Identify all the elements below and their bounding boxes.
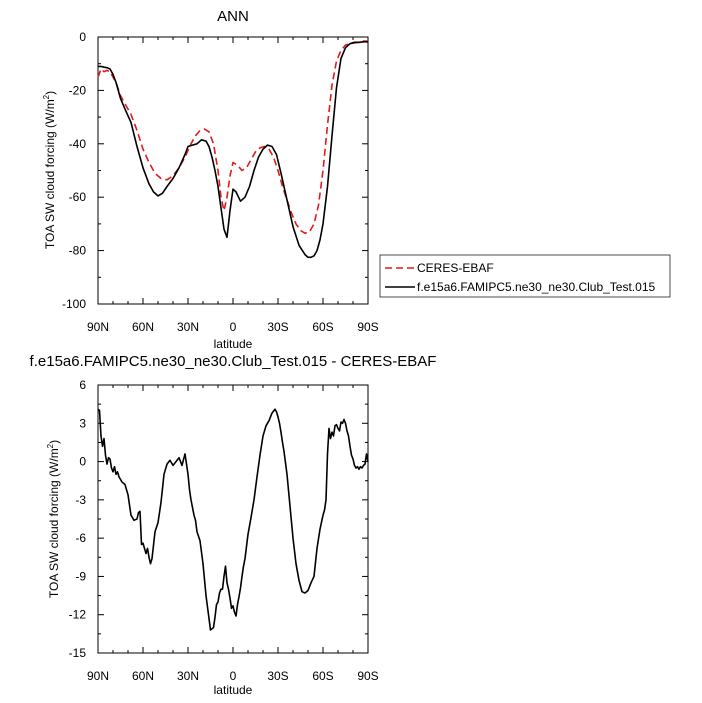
bottom-y-tick-label: -9 (75, 569, 86, 583)
bottom-y-tick-label: -15 (69, 646, 87, 660)
bottom-x-tick-label: 30S (267, 669, 288, 683)
top-x-tick-label: 30N (177, 320, 199, 334)
bottom-chart-title: f.e15a6.FAMIPC5.ne30_ne30.Club_Test.015 … (30, 353, 437, 370)
legend-label-ceres: CERES-EBAF (417, 261, 494, 275)
top-y-tick-label: 0 (79, 30, 86, 44)
top-x-tick-label: 0 (230, 320, 237, 334)
bottom-x-tick-label: 60S (312, 669, 333, 683)
top-y-tick-label: -100 (62, 297, 86, 311)
top-series-line-1 (98, 42, 368, 257)
top-y-tick-label: -20 (69, 83, 87, 97)
bottom-y-tick-label: -6 (75, 531, 86, 545)
top-y-tick-label: -60 (69, 190, 87, 204)
bottom-x-tick-label: 60N (132, 669, 154, 683)
top-x-tick-label: 60N (132, 320, 154, 334)
bottom-series (98, 409, 368, 630)
bottom-y-axis: 6 3 0 -3 -6 -9 -12 -15 (69, 378, 368, 660)
bottom-x-tick-label: 90S (357, 669, 378, 683)
bottom-y-tick-label: 6 (79, 378, 86, 392)
top-x-tick-label: 90S (357, 320, 378, 334)
top-series (98, 41, 368, 257)
top-x-tick-label: 90N (87, 320, 109, 334)
bottom-y-tick-label: 0 (79, 455, 86, 469)
legend-label-model: f.e15a6.FAMIPC5.ne30_ne30.Club_Test.015 (417, 280, 655, 294)
top-x-tick-label: 60S (312, 320, 333, 334)
bottom-y-tick-label: -12 (69, 608, 87, 622)
top-series-line-0 (98, 41, 368, 233)
legend: CERES-EBAF f.e15a6.FAMIPC5.ne30_ne30.Clu… (380, 255, 670, 297)
top-x-tick-label: 30S (267, 320, 288, 334)
top-y-axis-label: TOA SW cloud forcing (W/m2) (42, 91, 57, 249)
bottom-y-tick-label: 3 (79, 416, 86, 430)
top-x-axis-label: latitude (214, 337, 253, 351)
top-chart-title: ANN (217, 8, 249, 25)
bottom-x-tick-label: 90N (87, 669, 109, 683)
top-x-axis: 90N 60N 30N 0 30S 60S 90S (87, 37, 379, 334)
bottom-series-line-0 (98, 409, 368, 630)
bottom-y-tick-label: -3 (75, 493, 86, 507)
top-y-tick-label: -40 (69, 137, 87, 151)
bottom-plot-frame (98, 385, 368, 653)
bottom-x-tick-label: 0 (230, 669, 237, 683)
top-y-tick-label: -80 (69, 244, 87, 258)
bottom-panel: f.e15a6.FAMIPC5.ne30_ne30.Club_Test.015 … (30, 353, 437, 697)
top-panel: ANN 0-20-40-60-80-100 90N 60N 30N 0 30S 60S 90… (42, 8, 670, 351)
top-plot-frame (98, 37, 368, 304)
bottom-x-tick-label: 30N (177, 669, 199, 683)
bottom-y-axis-label: TOA SW cloud forcing (W/m2) (46, 440, 61, 598)
bottom-x-axis-label: latitude (214, 683, 253, 697)
